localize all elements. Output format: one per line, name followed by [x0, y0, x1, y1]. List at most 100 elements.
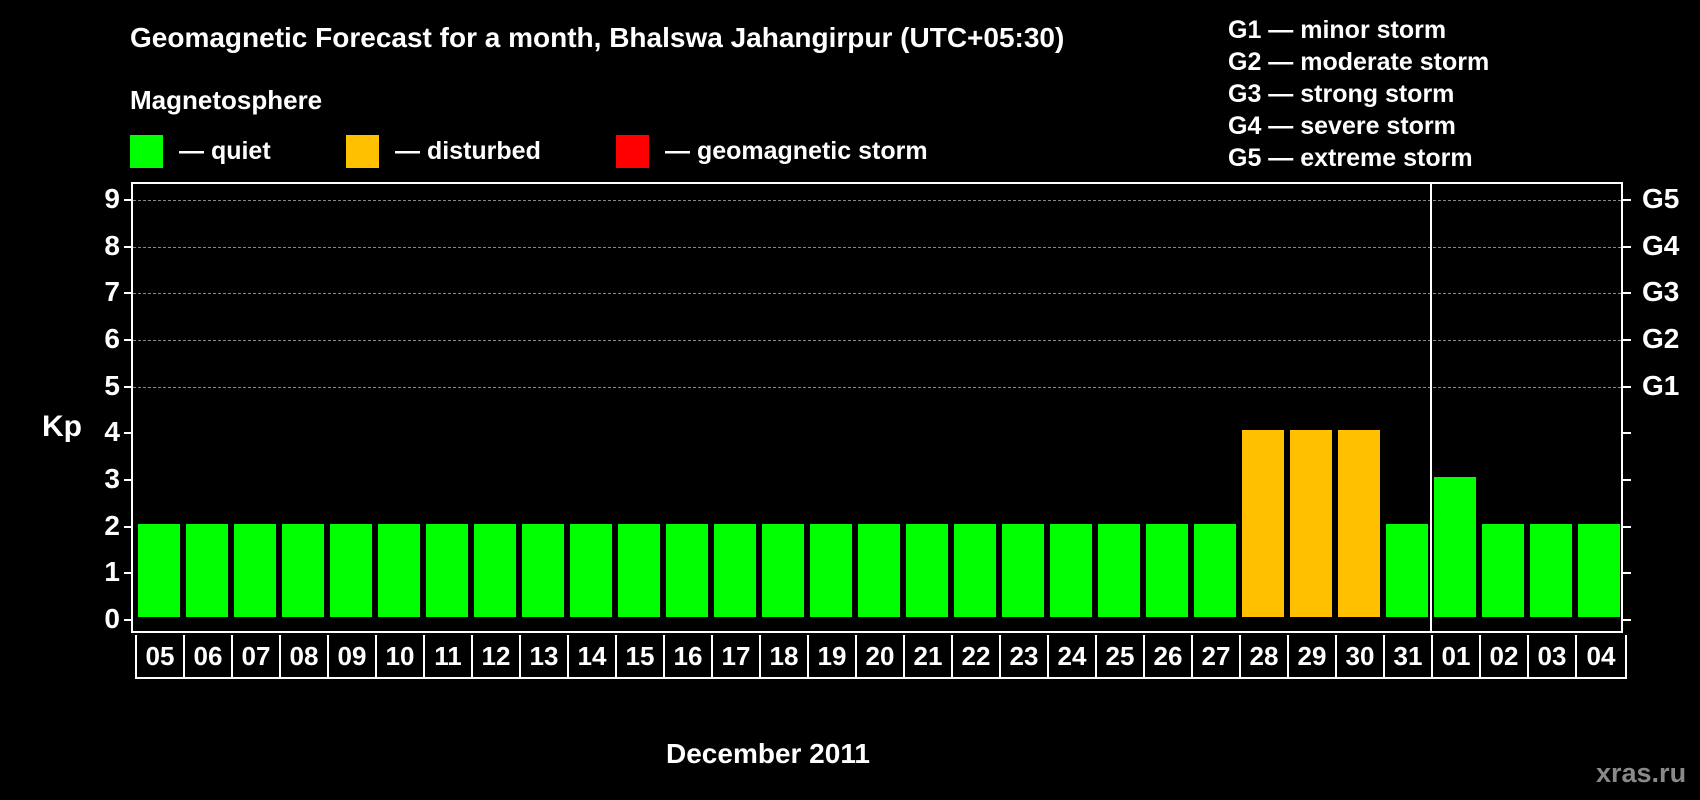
gridline [133, 386, 1621, 388]
date-label: 19 [809, 635, 857, 677]
bar-21 [906, 523, 948, 617]
y-tick [124, 385, 132, 388]
y-tick [124, 338, 132, 341]
y-tick-label: 7 [104, 276, 120, 308]
bar-26 [1146, 523, 1188, 617]
y-tick-right [1623, 478, 1631, 481]
y-tick [124, 292, 132, 295]
watermark: xras.ru [1596, 758, 1687, 788]
date-label: 01 [1433, 635, 1481, 677]
bar-03 [1530, 523, 1572, 617]
date-label: 26 [1145, 635, 1193, 677]
date-label: 15 [617, 635, 665, 677]
y-tick-right [1623, 292, 1631, 295]
y-tick-label: 2 [104, 509, 120, 541]
date-label: 23 [1001, 635, 1049, 677]
legend-swatch-disturbed [346, 135, 379, 168]
date-label: 16 [665, 635, 713, 677]
bar-04 [1578, 523, 1620, 617]
date-label: 08 [281, 635, 329, 677]
storm-scale-item: G1 — minor storm [1228, 16, 1447, 44]
bar-15 [618, 523, 660, 617]
y-tick-label: 8 [104, 229, 120, 261]
bar-07 [234, 523, 276, 617]
bar-11 [426, 523, 468, 617]
date-label: 04 [1586, 641, 1616, 671]
bar-20 [858, 523, 900, 617]
bar-10 [378, 523, 420, 617]
date-label: 27 [1193, 635, 1241, 677]
y-tick-label: 3 [104, 462, 120, 494]
plot-area [131, 182, 1623, 633]
date-label: 02 [1481, 635, 1529, 677]
date-label: 29 [1289, 635, 1337, 677]
bar-06 [186, 523, 228, 617]
legend-disturbed: — disturbed [346, 135, 541, 168]
y-tick-label: 4 [104, 416, 120, 448]
g-scale-label: G2 [1642, 322, 1680, 354]
y-tick [124, 198, 132, 201]
bar-25 [1098, 523, 1140, 617]
bar-08 [282, 523, 324, 617]
storm-scale-item: G3 — strong storm [1228, 80, 1455, 108]
y-tick-right [1623, 338, 1631, 341]
y-tick-label: 6 [104, 322, 120, 354]
legend-label: — quiet [179, 137, 271, 165]
y-tick-right [1623, 572, 1631, 575]
date-label: 18 [761, 635, 809, 677]
date-label: 11 [425, 635, 473, 677]
g-scale-label: G5 [1642, 182, 1680, 214]
y-tick [124, 478, 132, 481]
date-label: 17 [713, 635, 761, 677]
y-tick [124, 432, 132, 435]
bar-24 [1050, 523, 1092, 617]
y-tick-right [1623, 385, 1631, 388]
bar-31 [1386, 523, 1428, 617]
y-tick-right [1623, 432, 1631, 435]
legend-storm: — geomagnetic storm [616, 135, 928, 168]
y-tick [124, 619, 132, 621]
gridline [133, 246, 1621, 248]
date-label: 21 [905, 635, 953, 677]
gridline [133, 199, 1621, 201]
g-scale-label: G1 [1642, 369, 1680, 401]
legend-swatch-storm [616, 135, 649, 168]
y-tick-right [1623, 525, 1631, 528]
bar-28 [1242, 430, 1284, 617]
storm-scale-item: G2 — moderate storm [1228, 48, 1490, 76]
chart-subtitle: Magnetosphere [130, 85, 323, 115]
bar-29 [1290, 430, 1332, 617]
date-label: 30 [1337, 635, 1385, 677]
date-label: 06 [185, 635, 233, 677]
date-label: 03 [1529, 635, 1577, 677]
bar-09 [330, 523, 372, 617]
date-axis: 05 06 07 08 09 10 11 12 13 14 15 16 17 18 19 20 21 22 23 24… [135, 635, 1627, 679]
y-tick-label: 0 [104, 603, 120, 634]
bar-18 [762, 523, 804, 617]
storm-scale-legend: G1 — minor storm G2 — moderate storm G3 … [1228, 14, 1489, 174]
bar-14 [570, 523, 612, 617]
y-tick-right [1623, 619, 1631, 621]
gridline [133, 339, 1621, 341]
g-scale-label: G3 [1642, 276, 1680, 308]
date-label: 09 [329, 635, 377, 677]
date-label: 07 [233, 635, 281, 677]
bar-05 [138, 523, 180, 617]
y-tick [124, 572, 132, 575]
date-label: 22 [953, 635, 1001, 677]
date-label: 24 [1049, 635, 1097, 677]
y-tick [124, 525, 132, 528]
date-label: 13 [521, 635, 569, 677]
bar-16 [666, 523, 708, 617]
date-label: 28 [1241, 635, 1289, 677]
bar-27 [1194, 523, 1236, 617]
y-tick-label: 1 [104, 556, 120, 588]
y-tick-right [1623, 245, 1631, 248]
y-tick [124, 245, 132, 248]
month-separator [1430, 184, 1432, 631]
bar-17 [714, 523, 756, 617]
date-label: 10 [377, 635, 425, 677]
bar-19 [810, 523, 852, 617]
bar-30 [1338, 430, 1380, 617]
g-scale-label: G4 [1642, 229, 1680, 261]
